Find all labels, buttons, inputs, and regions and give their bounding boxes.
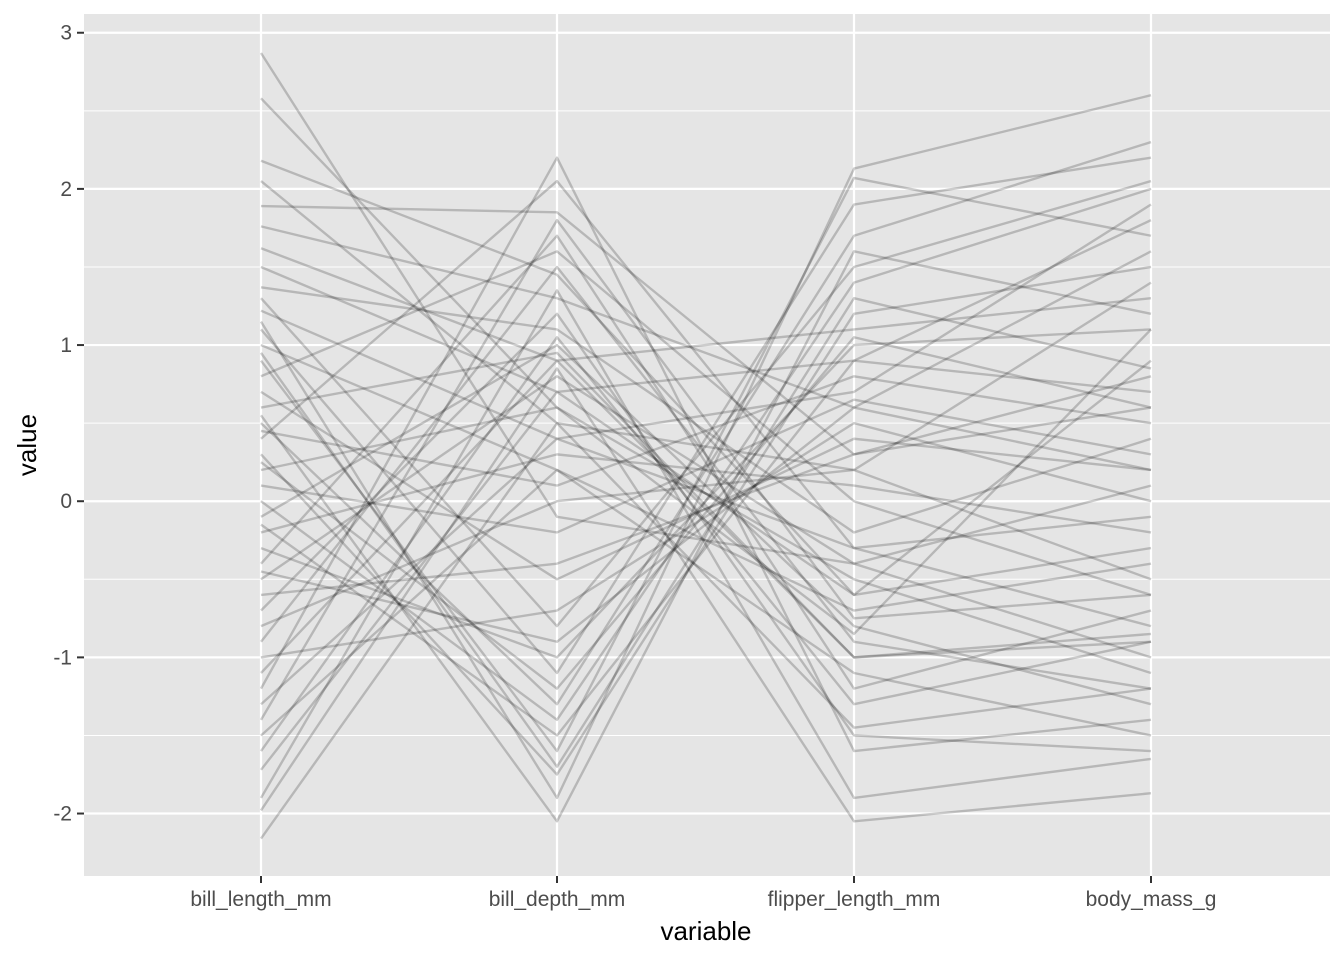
series-line [259,218,1152,721]
series-line [260,225,1152,409]
series-line [260,343,1152,706]
series-line [260,156,1152,675]
series-line [259,156,1152,753]
series-line [259,52,1152,565]
x-tick-label: body_mass_g [1086,888,1217,911]
series-line [260,234,1152,690]
x-tick-label: bill_length_mm [190,888,331,911]
series-line [260,97,1152,636]
series-line [260,375,1152,487]
series-line [260,286,1152,534]
y-tick-label: 0 [60,490,72,513]
series-line [260,180,1152,472]
series-line [260,390,1152,771]
series-line [260,359,1152,674]
series-line [260,421,1152,840]
series-line [260,390,1152,581]
y-tick-label: -1 [53,646,72,669]
series-line [260,421,1152,659]
series-line [260,265,1152,394]
minor-gridlines [84,110,1330,736]
series-line [260,204,1152,456]
series-line [260,247,1152,362]
series-line [260,203,1152,440]
y-tick-label: 3 [60,22,72,45]
series-line [260,179,1152,628]
series-line [260,328,1152,659]
series-line [260,343,1152,612]
series-line [260,453,1152,534]
y-tick-label: 1 [60,334,72,357]
series-line [260,468,1152,628]
x-axis-title: variable [660,916,751,946]
y-axis: 3 2 1 0 -1 -2 [53,22,84,826]
series-line [260,250,1152,823]
major-gridlines [84,14,1330,876]
series-line [260,250,1152,597]
series-line [260,406,1152,597]
series-line [260,406,1152,643]
series-line [260,187,1152,722]
series-line [260,367,1152,823]
series-lines [259,52,1152,840]
series-line [260,437,1152,706]
series-line [260,179,1152,628]
series-line [260,336,1152,690]
series-line [260,265,1152,690]
series-line [260,140,1152,706]
plot-panel [84,14,1330,876]
x-tick-label: flipper_length_mm [768,888,941,911]
series-line [260,406,1152,675]
series-line [260,312,1152,753]
series-line [259,94,1152,800]
series-line [260,219,1152,737]
series-line [260,336,1152,752]
series-line [259,289,1152,800]
y-axis-title: value [12,414,42,476]
y-tick-label: -2 [53,803,72,826]
series-line [260,265,1152,776]
x-tick-label: bill_depth_mm [489,888,626,911]
series-line [260,375,1152,659]
series-line [260,176,1152,753]
x-axis: bill_length_mm bill_depth_mm flipper_lengt… [190,876,1216,911]
series-line [260,351,1152,659]
y-tick-label: 2 [60,178,72,201]
series-line [260,159,1152,597]
series-line [260,297,1152,768]
series-line [260,468,1152,737]
series-line [260,398,1152,534]
